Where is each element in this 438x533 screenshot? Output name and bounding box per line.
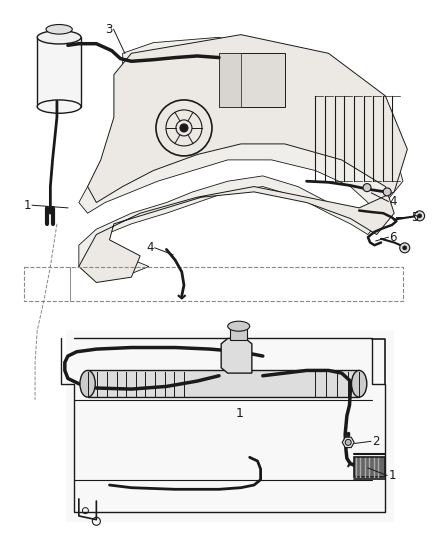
Polygon shape [230, 328, 247, 340]
Circle shape [415, 211, 424, 221]
Ellipse shape [80, 370, 95, 397]
Circle shape [417, 214, 422, 218]
Text: 4: 4 [146, 241, 154, 254]
Polygon shape [221, 338, 252, 373]
Polygon shape [37, 37, 81, 107]
Polygon shape [219, 53, 241, 107]
Polygon shape [88, 370, 359, 397]
Text: 1: 1 [388, 469, 396, 482]
Polygon shape [79, 35, 407, 282]
Circle shape [363, 183, 371, 192]
Text: 1: 1 [236, 407, 244, 419]
Polygon shape [354, 457, 385, 477]
Ellipse shape [351, 370, 367, 397]
Ellipse shape [37, 30, 81, 44]
Text: 1: 1 [23, 199, 31, 212]
Text: 5: 5 [412, 211, 419, 224]
Text: 3: 3 [105, 23, 112, 36]
Ellipse shape [46, 25, 72, 34]
Polygon shape [79, 37, 403, 277]
Circle shape [383, 188, 391, 196]
Polygon shape [66, 330, 394, 522]
Text: 4: 4 [389, 195, 397, 208]
Ellipse shape [37, 100, 81, 114]
Text: 6: 6 [389, 231, 397, 244]
Circle shape [400, 243, 410, 253]
Polygon shape [342, 437, 354, 448]
Circle shape [345, 439, 351, 446]
Ellipse shape [228, 321, 250, 331]
Polygon shape [219, 53, 285, 107]
Circle shape [180, 124, 188, 132]
Circle shape [403, 246, 407, 250]
Text: 2: 2 [372, 435, 380, 448]
